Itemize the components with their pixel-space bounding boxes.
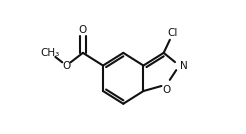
Text: O: O xyxy=(163,85,171,95)
Text: N: N xyxy=(180,61,188,70)
Text: Cl: Cl xyxy=(168,28,178,38)
Text: CH₃: CH₃ xyxy=(41,48,60,58)
Text: O: O xyxy=(62,61,71,70)
Text: O: O xyxy=(79,25,87,35)
